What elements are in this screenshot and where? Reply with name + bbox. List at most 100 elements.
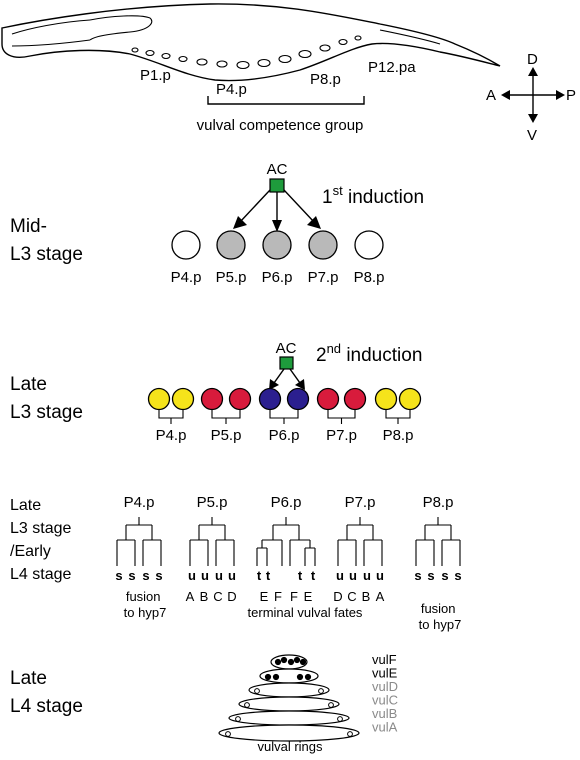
lineage-root-label: P4.p (124, 494, 155, 511)
vulval-rings (218, 654, 360, 742)
late-l3-daughter-p4p-2 (171, 387, 195, 411)
ring-nucleus (272, 673, 280, 681)
fate-letter: t (298, 568, 303, 583)
late-l3-daughter-p8p-2 (398, 387, 422, 411)
late-l3-induction-arrows (269, 368, 305, 390)
ring-name-vule: vulE (372, 666, 398, 681)
fate-letter: u (376, 568, 384, 583)
late-l4-stage-label: Late L4 stage (10, 668, 83, 717)
axis-label-posterior: P (566, 87, 576, 104)
terminal-fate-letter: D (227, 589, 236, 604)
lineage-tree-lines (189, 517, 235, 566)
mid-l3-stage-line-2: L3 stage (10, 244, 83, 265)
early-l4-stage-line-2: L3 stage (10, 520, 71, 537)
late-l3-daughter-p6p-2 (286, 387, 310, 411)
late-l3-anchor-cell (279, 356, 294, 370)
late-l3-pair-bracket (327, 410, 356, 424)
competence-group-bracket (207, 96, 365, 105)
ring-vulb (228, 710, 350, 726)
terminal-fate-letter: B (200, 589, 209, 604)
late-l3-cell-label: P6.p (269, 427, 300, 444)
mid-l3-cell-p8p (354, 230, 384, 260)
ring-nucleus (274, 658, 282, 666)
late-l3-ac-label: AC (276, 340, 297, 357)
mid-l3-cell-label: P4.p (171, 269, 202, 286)
late-l4-stage-line-2: L4 stage (10, 696, 83, 717)
ring-nucleus (287, 658, 295, 666)
fate-letter: u (349, 568, 357, 583)
early-l4-stage-line-4: L4 stage (10, 566, 71, 583)
terminal-fate-letter: F (290, 589, 298, 604)
fate-letter: s (414, 568, 421, 583)
terminal-fate-letter: C (347, 589, 356, 604)
ring-vula (218, 724, 360, 742)
fate-letter: t (311, 568, 316, 583)
lineage-root-label: P7.p (345, 494, 376, 511)
mid-l3-stage-line-1: Mid- (10, 216, 47, 237)
ring-nucleus (296, 673, 304, 681)
ring-nucleus (280, 656, 288, 664)
fate-letter: s (115, 568, 122, 583)
early-l4-stage-line-3: /Early (10, 543, 51, 560)
mid-l3-cell-p7p (308, 230, 338, 260)
fate-letter: s (128, 568, 135, 583)
ring-nucleus (254, 688, 260, 694)
ring-name-vulc: vulC (372, 693, 398, 708)
lineage-root-label: P5.p (197, 494, 228, 511)
mid-l3-cell-label: P5.p (216, 269, 247, 286)
competence-group-label: vulval competence group (197, 117, 364, 134)
mid-l3-cell-label: P7.p (308, 269, 339, 286)
lineage-tree-lines (116, 517, 162, 566)
worm-label-p8p: P8.p (310, 71, 341, 88)
late-l3-daughter-p5p-2 (228, 387, 252, 411)
ring-nucleus (337, 716, 343, 722)
late-l3-pair-bracket (158, 410, 184, 424)
ring-name-vulb: vulB (372, 706, 397, 721)
lineage-tree-lines (256, 517, 316, 566)
mid-l3-cell-row: P4.p P5.p P6.p P7.p P8.p (171, 230, 385, 286)
fate-letter: s (427, 568, 434, 583)
mid-l3-cell-p6p (262, 230, 292, 260)
fate-letter: u (336, 568, 344, 583)
fate-letter: t (266, 568, 271, 583)
late-l3-daughter-p7p-1 (316, 387, 340, 411)
axis-compass (501, 67, 565, 123)
late-l3-daughter-p6p-1 (258, 387, 282, 411)
terminal-fate-letter: C (213, 589, 222, 604)
mid-l3-ac-label: AC (267, 161, 288, 178)
terminal-fate-letter: D (333, 589, 342, 604)
ring-nucleus (318, 688, 324, 694)
late-l3-stage-line-1: Late (10, 374, 47, 395)
lineage-p5p: P5.pu u u uA B C D (186, 494, 237, 604)
fate-letter: s (142, 568, 149, 583)
late-l3-cell-label: P4.p (156, 427, 187, 444)
terminal-fate-letter: A (186, 589, 195, 604)
worm-label-p12pa: P12.pa (368, 59, 416, 76)
mid-l3-cell-p4p (171, 230, 201, 260)
lineage-tree-lines (337, 517, 383, 566)
late-l3-daughter-p8p-1 (374, 387, 398, 411)
fate-letter: s (441, 568, 448, 583)
late-l3-induction-label: 2nd induction (316, 341, 422, 366)
late-l3-daughter-p5p-1 (200, 387, 224, 411)
lineage-p4p: P4.ps s s s (115, 494, 162, 583)
axis-label-ventral: V (527, 127, 537, 144)
early-l4-stage-line-1: Late (10, 497, 41, 514)
terminal-fate-letter: E (260, 589, 269, 604)
late-l3-cell-label: P5.p (211, 427, 242, 444)
ring-nucleus (244, 702, 250, 708)
early-l4-stage-label: Late L3 stage /Early L4 stage (10, 497, 76, 583)
vulval-rings-label: vulval rings (257, 739, 323, 754)
fate-letter: u (228, 568, 236, 583)
fate-letter: t (257, 568, 262, 583)
mid-l3-cell-label: P8.p (354, 269, 385, 286)
lineage-tree-lines (415, 517, 461, 566)
late-l3-cell-label: P8.p (383, 427, 414, 444)
axis-label-anterior: A (486, 87, 496, 104)
axis-label-dorsal: D (527, 51, 538, 68)
ring-nucleus (225, 731, 231, 737)
lineage-root-label: P6.p (271, 494, 302, 511)
fate-letter: u (215, 568, 223, 583)
lineage-root-label: P8.p (423, 494, 454, 511)
terminal-fate-letter: B (362, 589, 371, 604)
